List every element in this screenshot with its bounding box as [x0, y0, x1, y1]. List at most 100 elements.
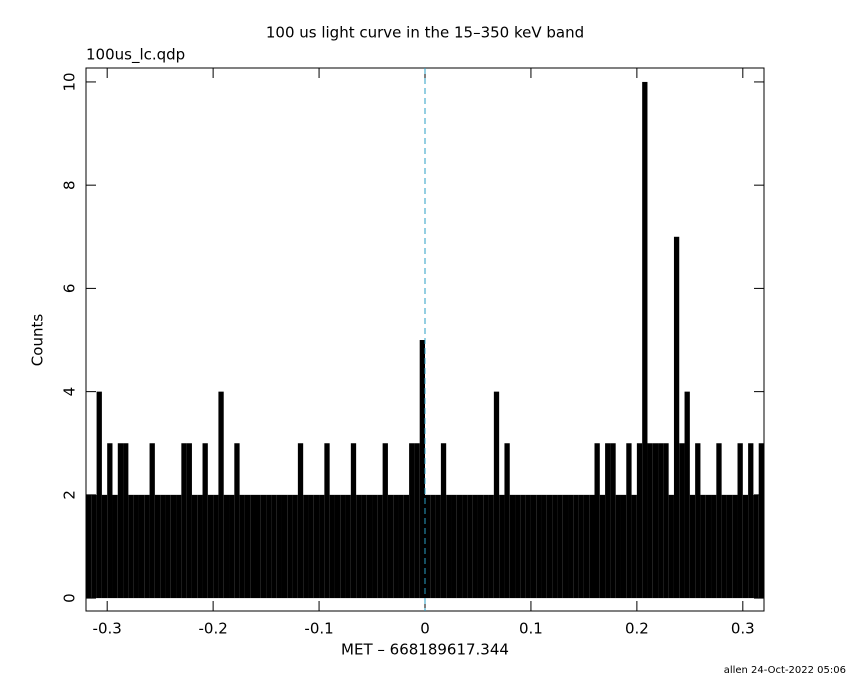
bar	[281, 494, 288, 599]
bar	[541, 494, 547, 599]
bar	[753, 494, 759, 599]
bar	[101, 494, 108, 599]
bar	[568, 494, 574, 599]
x-tick-label: 0.3	[731, 620, 755, 638]
bar	[435, 494, 441, 599]
x-tick-label: -0.1	[304, 620, 333, 638]
bar	[197, 494, 203, 599]
bar	[536, 494, 542, 599]
bar	[324, 443, 330, 599]
bar	[86, 494, 92, 599]
bar	[372, 494, 378, 599]
bar	[329, 494, 335, 599]
bar	[673, 236, 680, 599]
chart-title: 100 us light curve in the 15–350 keV ban…	[266, 24, 584, 42]
bar	[403, 494, 410, 599]
bar	[716, 443, 722, 599]
bar	[430, 494, 436, 599]
bar	[525, 494, 531, 599]
bar	[319, 494, 325, 599]
bar	[509, 494, 516, 599]
x-tick-label: 0.2	[625, 620, 649, 638]
bar	[393, 494, 399, 599]
y-tick-label: 4	[61, 387, 79, 397]
bar	[732, 494, 738, 599]
bar	[419, 340, 425, 599]
bar	[711, 494, 717, 599]
bar	[573, 494, 579, 599]
x-tick-label: -0.2	[198, 620, 227, 638]
subtitle: 100us_lc.qdp	[86, 46, 185, 65]
bar	[737, 443, 743, 599]
y-tick-label: 8	[61, 180, 79, 190]
x-axis-label: MET – 668189617.344	[341, 641, 509, 659]
bar	[414, 443, 420, 599]
bar	[149, 443, 155, 599]
bar	[467, 494, 473, 599]
bar	[191, 494, 198, 599]
bar	[721, 494, 727, 599]
bar	[160, 494, 166, 599]
bar	[594, 443, 600, 599]
bar	[138, 494, 145, 599]
bar	[663, 443, 669, 599]
y-axis-label: Counts	[29, 314, 47, 367]
bar	[589, 494, 595, 599]
bar	[345, 494, 351, 599]
bar	[271, 494, 277, 599]
bar	[334, 494, 341, 599]
bar	[292, 494, 298, 599]
bar	[615, 494, 621, 599]
y-tick-label: 2	[61, 490, 79, 500]
bar	[123, 443, 129, 599]
bar	[398, 494, 404, 599]
bar	[255, 494, 261, 599]
bar	[266, 494, 272, 599]
bar	[695, 443, 701, 599]
bar	[202, 443, 208, 599]
bar	[276, 494, 282, 599]
bar	[229, 494, 235, 599]
bar	[170, 494, 177, 599]
bar	[244, 494, 251, 599]
bar	[610, 443, 616, 599]
bar	[456, 494, 463, 599]
bar	[636, 443, 643, 599]
y-tick-label: 0	[61, 593, 79, 603]
bar	[451, 494, 457, 599]
bar	[287, 494, 293, 599]
bar	[557, 494, 563, 599]
bar	[107, 443, 113, 599]
bar	[679, 443, 685, 599]
bar	[472, 494, 478, 599]
bar	[700, 494, 706, 599]
bar	[154, 494, 161, 599]
bar	[620, 494, 627, 599]
bar	[181, 443, 187, 599]
y-tick-label: 6	[61, 284, 79, 294]
bar	[112, 494, 118, 599]
bar	[483, 494, 489, 599]
bar	[499, 494, 505, 599]
bar	[647, 443, 653, 599]
bar	[96, 391, 102, 599]
bar	[748, 443, 754, 599]
bar	[658, 443, 664, 599]
bar	[605, 443, 611, 599]
bar	[91, 494, 97, 599]
bar	[207, 494, 214, 599]
bar	[234, 443, 240, 599]
bar	[552, 494, 558, 599]
footer: allen 24-Oct-2022 05:06	[724, 665, 846, 676]
bar	[186, 443, 192, 599]
bar	[493, 391, 500, 599]
bar	[705, 494, 712, 599]
x-tick-label: 0.1	[519, 620, 543, 638]
bar	[515, 494, 521, 599]
bar	[133, 494, 139, 599]
bar	[652, 443, 659, 599]
bar	[684, 391, 690, 599]
bar	[223, 494, 230, 599]
bar	[504, 443, 510, 599]
